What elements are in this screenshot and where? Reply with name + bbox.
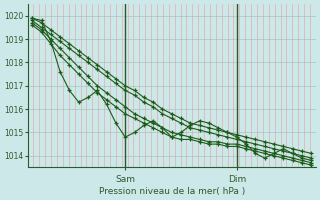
X-axis label: Pression niveau de la mer( hPa ): Pression niveau de la mer( hPa ) — [99, 187, 245, 196]
